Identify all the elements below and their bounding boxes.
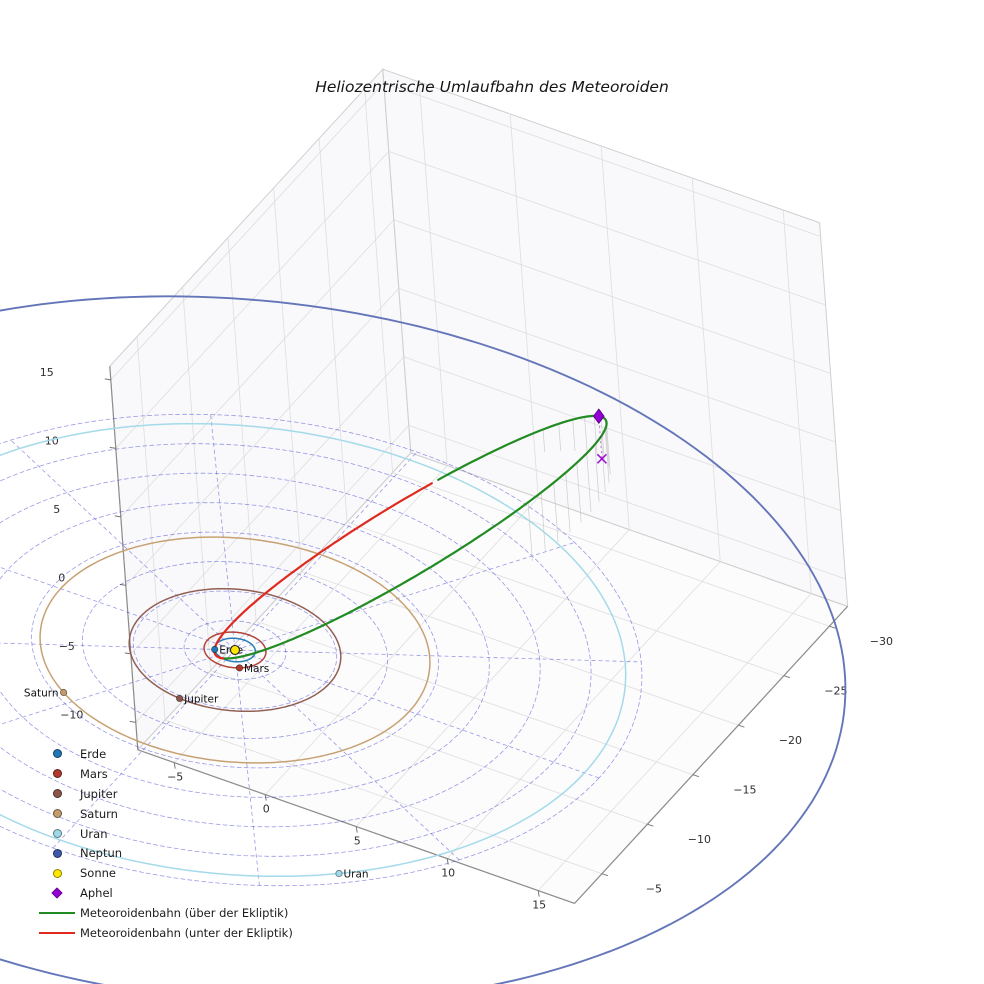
aphel-drop-line [598,416,603,459]
legend-label: Aphel [80,886,113,901]
legend-item: Jupiter [38,784,293,804]
legend-label: Jupiter [80,786,118,801]
legend-label: Saturn [80,806,118,821]
planet-label-saturn: Saturn [24,688,59,700]
legend-label: Meteoroidenbahn (über der Ekliptik) [80,906,289,921]
axis-spines [109,366,849,904]
y-tick-label: −25 [824,685,847,698]
legend-label: Mars [80,766,108,781]
orbit-circle-neptun [0,295,847,984]
legend-item: Sonne [38,863,293,883]
x-axis-line [137,749,575,904]
legend-item: Erde [38,744,293,764]
orbit-circle-uran [0,422,627,878]
legend-label: Erde [80,746,107,761]
z-tick-label: 10 [45,434,59,447]
legend-marker-dot [38,749,76,759]
legend-marker-dot [38,868,76,878]
planet-marker-erde [211,645,219,654]
legend-marker-line [38,911,76,915]
legend-marker-dot [38,848,76,858]
z-tick-label: 15 [40,366,54,379]
line-icon [39,931,75,935]
legend-item: Mars [38,764,293,784]
z-tick-label: −5 [59,640,75,653]
dot-icon [52,789,62,799]
legend-marker-dot [38,809,76,819]
aphel-marker [592,408,605,425]
dot-icon [52,769,62,779]
orbit-circle-jupiter [128,587,342,713]
y-tick-label: −5 [646,883,662,896]
z-tick-label: 5 [53,503,60,516]
planet-orbits [0,295,847,984]
planet-marker-uran [335,869,343,878]
x-tick-label: 0 [263,803,270,816]
sun-group [229,644,241,656]
x-tick-label: 15 [532,899,546,912]
legend-item: Meteoroidenbahn (über der Ekliptik) [38,903,293,923]
x-tick-label: 10 [441,867,455,880]
sun-marker [229,644,241,656]
planet-marker-jupiter [176,694,184,703]
planet-label-mars: Mars [244,663,269,675]
aphel-group [592,408,607,464]
orbit-circle-saturn [39,536,431,764]
legend-label: Neptun [80,846,123,861]
y-tick-label: −30 [870,635,893,648]
x-tick-label: 5 [354,835,361,848]
chart-title: Heliozentrische Umlaufbahn des Meteoroid… [315,78,669,96]
y-axis-line [574,605,849,904]
dot-icon [52,809,62,819]
dot-icon [52,848,62,858]
planet-marker-saturn [59,688,68,697]
legend-label: Meteoroidenbahn (unter der Ekliptik) [80,925,293,940]
legend-marker-dot [38,829,76,838]
legend-marker-line [38,931,76,935]
legend-label: Sonne [80,866,116,881]
planet-label-uran: Uran [344,869,369,881]
legend-item: Neptun [38,843,293,863]
legend-item: Uran [38,824,293,844]
y-tick-label: −20 [779,734,802,747]
dot-icon [52,749,62,759]
diamond-icon [51,887,63,899]
legend-item: Meteoroidenbahn (unter der Ekliptik) [38,923,293,943]
dot-icon [52,829,62,838]
meteoroid-path-above-ecliptic [223,414,608,660]
legend-marker-dot [38,769,76,779]
dot-icon [52,868,62,878]
legend-label: Uran [80,826,108,841]
legend-marker-diamond [38,887,76,899]
legend-item: Saturn [38,804,293,824]
planet-label-jupiter: Jupiter [183,693,219,705]
z-tick-label: −10 [60,708,83,721]
legend-item: Aphel [38,883,293,903]
y-tick-label: −10 [688,833,711,846]
z-axis-line [109,366,139,750]
x-tick-label: −5 [167,771,183,784]
legend-marker-dot [38,789,76,799]
line-icon [39,911,75,915]
y-tick-label: −15 [733,784,756,797]
legend: Erde Mars Jupiter Saturn Uran Neptun Sonne Aphe… [38,744,293,943]
planet-marker-mars [235,664,244,672]
